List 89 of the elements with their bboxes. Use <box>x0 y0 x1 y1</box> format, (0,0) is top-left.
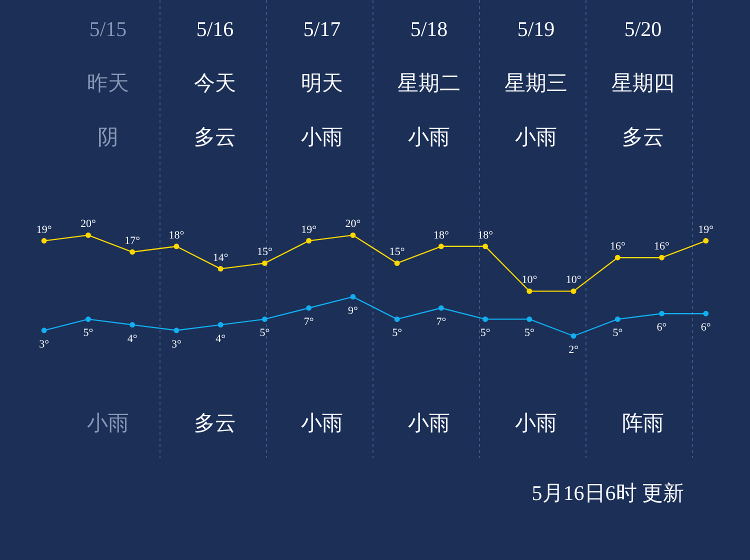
data-label: 19° <box>698 224 714 236</box>
annotation: 5/17 <box>303 17 341 41</box>
point <box>570 288 576 294</box>
data-label: 18° <box>478 229 493 242</box>
data-label: 19° <box>301 224 317 236</box>
point <box>218 266 224 272</box>
point <box>350 232 356 238</box>
data-label: 20° <box>345 218 361 230</box>
data-label: 16° <box>610 240 626 253</box>
annotation: 小雨 <box>408 411 450 435</box>
point <box>41 238 47 244</box>
point <box>262 260 268 266</box>
annotation: 阴 <box>98 125 118 149</box>
annotation: 小雨 <box>301 411 343 435</box>
data-label: 5° <box>260 327 270 340</box>
point <box>570 333 576 339</box>
data-label: 2° <box>568 344 578 356</box>
annotation: 小雨 <box>408 125 450 149</box>
data-label: 7° <box>436 316 446 328</box>
annotation: 小雨 <box>515 411 557 435</box>
point <box>306 238 312 244</box>
data-label: 17° <box>124 235 140 247</box>
annotation: 阵雨 <box>622 411 664 435</box>
annotation: 多云 <box>194 125 236 149</box>
point <box>41 328 47 334</box>
point <box>130 322 136 328</box>
point <box>85 316 91 322</box>
data-label: 5° <box>480 327 490 340</box>
point <box>614 316 620 322</box>
annotation: 星期二 <box>398 71 460 95</box>
point <box>174 328 180 334</box>
data-label: 9° <box>348 304 358 317</box>
data-label: 3° <box>172 338 182 350</box>
point <box>526 316 532 322</box>
point <box>526 288 532 294</box>
data-label: 10° <box>566 274 582 286</box>
data-label: 5° <box>392 327 402 340</box>
data-label: 20° <box>80 218 96 230</box>
data-label: 14° <box>212 252 228 264</box>
data-label: 7° <box>304 316 314 328</box>
annotation: 5/18 <box>410 17 448 41</box>
annotation: 今天 <box>194 71 236 95</box>
annotation: 5/20 <box>624 17 662 41</box>
data-label: 6° <box>656 322 667 334</box>
point <box>306 305 312 311</box>
data-label: 4° <box>216 332 226 345</box>
point <box>703 238 709 244</box>
point <box>174 244 180 250</box>
data-label: 6° <box>700 322 711 334</box>
point <box>394 260 400 266</box>
data-label: 3° <box>39 338 50 350</box>
annotation: 星期四 <box>612 71 674 95</box>
data-label: 19° <box>36 224 52 236</box>
point <box>394 316 400 322</box>
annotation: 小雨 <box>87 411 129 435</box>
data-label: 16° <box>654 240 670 253</box>
point <box>482 316 488 322</box>
point <box>218 322 224 328</box>
point <box>262 316 268 322</box>
point <box>703 310 709 316</box>
point <box>438 244 444 250</box>
data-label: 10° <box>522 274 538 286</box>
annotation: 多云 <box>194 411 236 435</box>
annotation: 多云 <box>622 125 664 149</box>
point <box>130 249 136 255</box>
point <box>614 254 620 260</box>
data-label: 15° <box>257 246 272 258</box>
annotation: 5月16日6时 更新 <box>532 481 684 505</box>
point <box>482 244 488 250</box>
annotation: 星期三 <box>504 71 568 95</box>
point <box>350 294 356 300</box>
data-label: 4° <box>127 332 138 345</box>
data-label: 15° <box>389 246 405 258</box>
annotation: 昨天 <box>87 71 129 95</box>
annotation: 明天 <box>301 71 343 95</box>
annotation: 小雨 <box>301 125 343 149</box>
annotation: 5/16 <box>196 17 234 41</box>
annotation: 5/19 <box>517 17 555 41</box>
data-label: 5° <box>83 327 94 340</box>
point <box>659 310 665 316</box>
annotation: 小雨 <box>515 125 557 149</box>
point <box>85 232 91 238</box>
data-label: 5° <box>524 327 534 340</box>
data-label: 18° <box>433 229 449 242</box>
annotation: 5/15 <box>89 17 127 41</box>
point <box>438 305 444 311</box>
point <box>659 254 665 260</box>
data-label: 5° <box>612 327 623 340</box>
data-label: 18° <box>168 229 184 242</box>
